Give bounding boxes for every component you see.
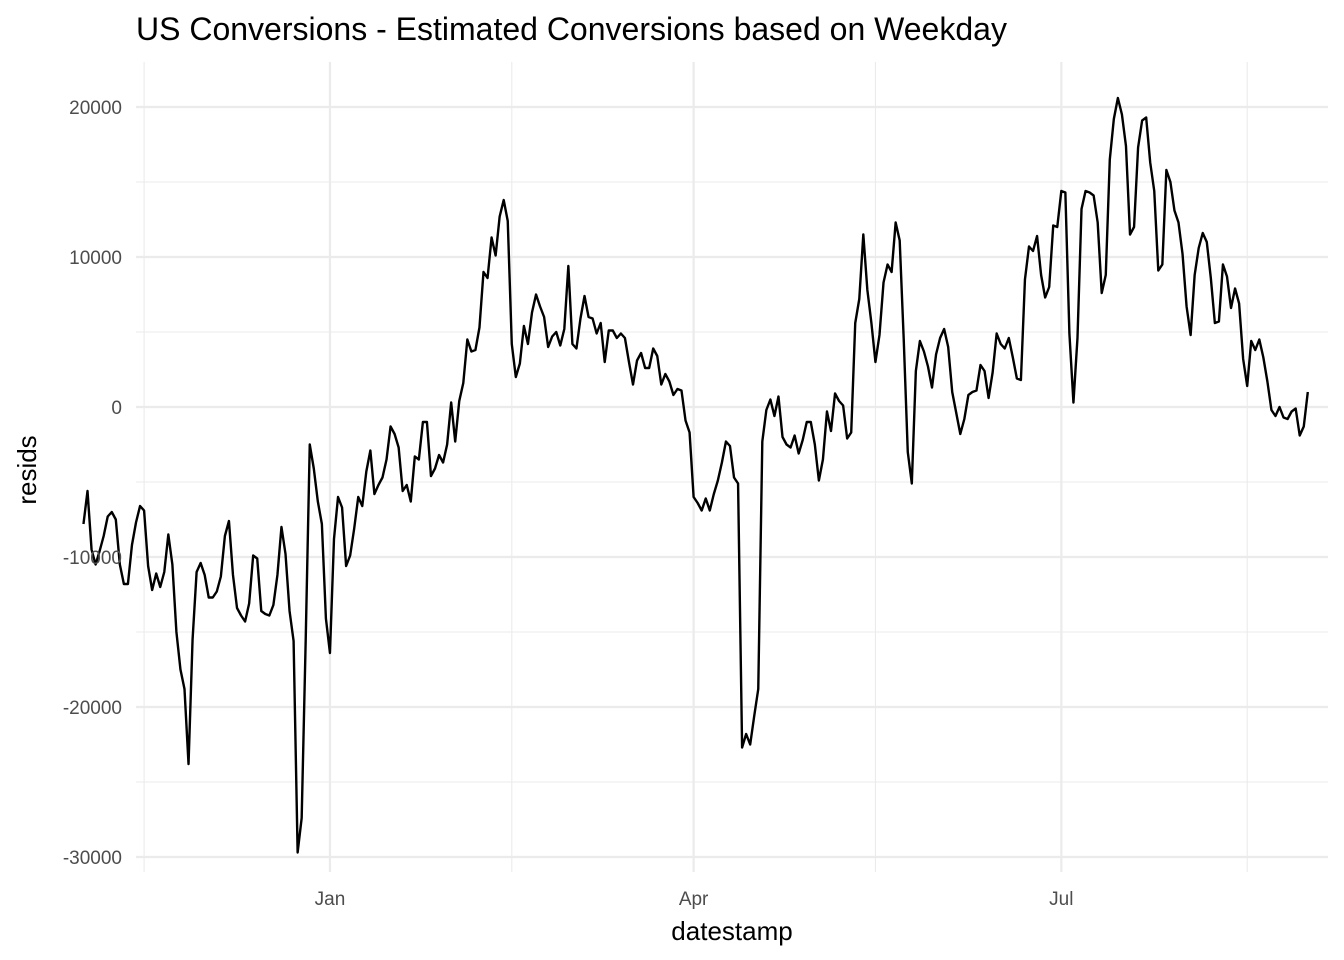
y-axis-title: resids [12,435,42,504]
x-axis-title: datestamp [671,916,792,946]
y-tick-label: -30000 [63,848,122,869]
x-tick-label: Apr [679,889,709,910]
major-grid [136,62,1328,872]
series-line [82,96,1309,854]
chart-title: US Conversions - Estimated Conversions b… [136,11,1007,47]
x-tick-label: Jul [1049,889,1073,910]
y-tick-labels: -30000 -20000 -10000 0 10000 20000 [63,98,122,869]
y-tick-label: 10000 [69,248,122,269]
minor-grid [136,62,1328,872]
x-tick-labels: Jan Apr Jul [315,889,1074,910]
y-tick-label: -10000 [63,548,122,569]
y-tick-label: -20000 [63,698,122,719]
y-tick-label: 20000 [69,98,122,119]
y-tick-label: 0 [111,398,122,419]
x-tick-label: Jan [315,889,346,910]
